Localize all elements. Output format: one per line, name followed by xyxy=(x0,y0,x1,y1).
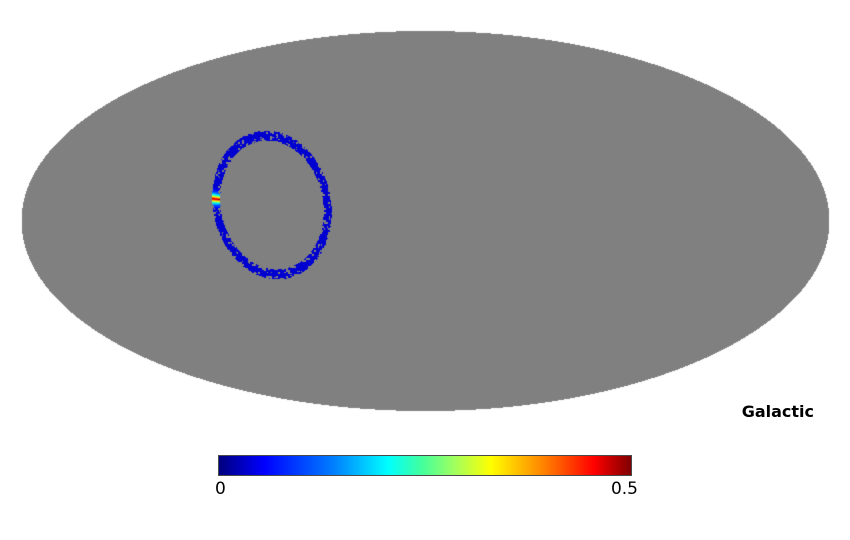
colorbar-max-label: 0.5 xyxy=(610,479,638,499)
colorbar-gradient xyxy=(218,455,632,476)
sky-map xyxy=(0,0,850,445)
mollweide-projection-canvas xyxy=(0,0,850,445)
coordinate-system-label: Galactic xyxy=(741,402,814,421)
colorbar: 0 0.5 xyxy=(215,455,638,505)
colorbar-min-label: 0 xyxy=(215,479,226,499)
